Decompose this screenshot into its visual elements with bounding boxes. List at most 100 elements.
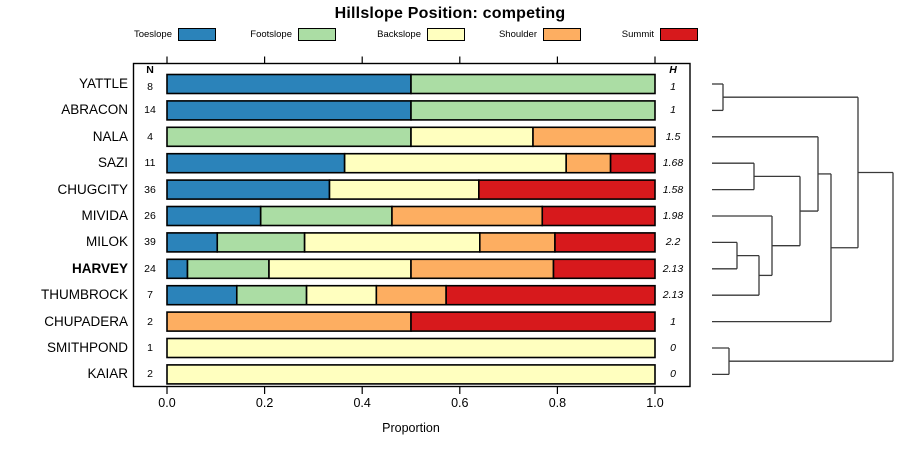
h-value: 2.13 (662, 289, 684, 302)
bar-segment (343, 152, 567, 174)
bar-segment (410, 126, 534, 148)
n-value: 2 (147, 368, 153, 381)
legend-swatch (178, 28, 216, 41)
n-value: 8 (147, 81, 153, 93)
h-value: 2.13 (662, 262, 684, 275)
n-value: 14 (144, 104, 156, 117)
bar-segment (166, 126, 412, 148)
x-tick-label: 0.2 (255, 396, 274, 410)
legend-label: Summit (621, 29, 654, 40)
legend-item: Backslope (377, 28, 465, 41)
row-label: THUMBROCK (41, 287, 128, 303)
x-tick-label: 0.6 (451, 396, 469, 410)
bar-segment (478, 179, 656, 200)
bar-segment (410, 311, 656, 332)
h-value: 1 (670, 315, 676, 328)
n-value: 11 (144, 157, 156, 170)
legend-swatch (660, 28, 698, 41)
h-value: 1 (670, 81, 676, 93)
bar-segment (410, 258, 555, 280)
bar-segment (375, 284, 447, 306)
bar-segment (166, 364, 656, 385)
h-value: 1.98 (662, 210, 684, 222)
bar-segment (166, 152, 346, 174)
legend-item: Shoulder (499, 28, 581, 41)
h-value: 1.68 (662, 157, 684, 170)
bar-segment (186, 258, 270, 280)
row-label: MIVIDA (81, 208, 128, 223)
row-label: MILOK (85, 234, 128, 250)
bar-segment (410, 73, 656, 95)
n-value: 36 (144, 183, 156, 196)
x-axis-label: Proportion (382, 421, 440, 435)
bar-segment (166, 100, 412, 121)
h-value: 1.5 (665, 130, 681, 143)
row-label: HARVEY (71, 260, 128, 276)
h-value: 1 (670, 104, 676, 117)
n-column-header: N (146, 64, 154, 76)
n-value: 7 (147, 289, 153, 302)
bar-segment (565, 152, 612, 174)
x-tick-label: 1.0 (646, 396, 664, 410)
h-value: 0 (670, 342, 676, 354)
bar-segment (445, 284, 656, 306)
bar-segment (166, 311, 412, 332)
legend-item: Toeslope (134, 28, 216, 41)
n-value: 1 (147, 342, 153, 354)
row-label: SMITHPOND (47, 340, 128, 355)
x-tick-label: 0.4 (353, 396, 371, 410)
bar-segment (166, 205, 262, 227)
row-label: CHUGCITY (57, 181, 129, 197)
h-value: 0 (670, 368, 676, 381)
bar-segment (609, 152, 656, 174)
bar-segment (303, 232, 481, 253)
h-column-header: H (669, 64, 677, 76)
bar-segment (328, 179, 480, 200)
bar-segment (541, 205, 656, 227)
bar-segment (166, 337, 656, 359)
bar-segment (268, 258, 412, 280)
bar-segment (532, 126, 656, 148)
n-value: 2 (147, 315, 153, 328)
bar-segment (235, 284, 308, 306)
h-value: 1.58 (662, 183, 684, 196)
legend-swatch (543, 28, 581, 41)
legend-item: Footslope (250, 28, 336, 41)
bar-segment (166, 179, 331, 200)
legend-item: Summit (622, 28, 698, 41)
legend-label: Toeslope (133, 29, 172, 40)
legend-label: Backslope (377, 29, 421, 40)
row-label: SAZI (97, 155, 128, 171)
legend-swatch (298, 28, 336, 41)
x-tick-label: 0.8 (548, 396, 567, 410)
bar-segment (391, 205, 544, 227)
row-label: KAIAR (87, 366, 128, 382)
n-value: 26 (144, 210, 156, 222)
x-tick-label: 0.0 (158, 396, 176, 410)
bar-segment (166, 258, 189, 280)
bar-segment (166, 232, 219, 253)
row-label: ABRACON (61, 102, 128, 118)
bar-segment (479, 232, 556, 253)
n-value: 39 (144, 236, 156, 249)
bar-segment (410, 100, 656, 121)
bar-segment (259, 205, 393, 227)
chart-title: Hillslope Position: competing (334, 5, 566, 22)
bar-segment (552, 258, 656, 280)
legend-label: Footslope (250, 29, 292, 40)
bar-segment (216, 232, 306, 253)
legend-label: Shoulder (498, 29, 537, 40)
n-value: 24 (144, 262, 156, 275)
row-label: CHUPADERA (44, 313, 128, 329)
bar-segment (166, 284, 238, 306)
n-value: 4 (147, 130, 153, 143)
legend-swatch (427, 28, 465, 41)
h-value: 2.2 (665, 236, 681, 249)
bar-segment (554, 232, 656, 253)
row-label: NALA (92, 128, 128, 144)
row-label: YATTLE (78, 76, 128, 91)
bar-segment (166, 73, 412, 95)
bar-segment (305, 284, 378, 306)
